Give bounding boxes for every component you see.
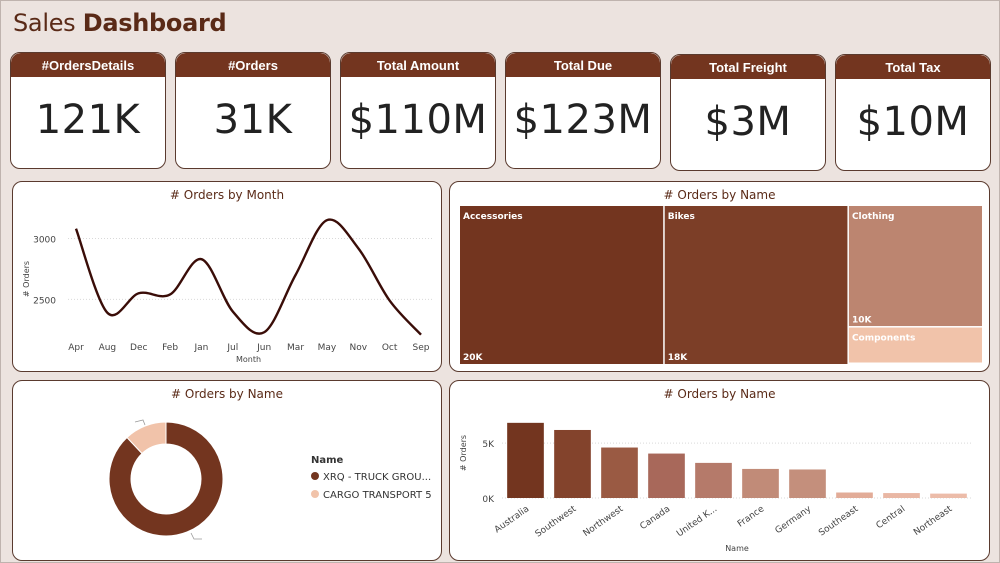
series-line [74,218,422,336]
line-chart-panel[interactable]: # Orders by Month 2500 3000 # Orders Apr Aug… [12,181,442,372]
bar [648,453,685,498]
x-tick-label: Canada [638,504,672,532]
kpi-card-total-freight[interactable]: Total Freight $3M [670,54,826,171]
x-tick-label: Southwest [534,504,579,540]
kpi-card-orders[interactable]: #Orders 31K [175,52,331,169]
treemap-chart[interactable]: Accessories 20K Bikes 18K Clothing 10K Compone… [450,182,989,371]
treemap-tile-name: Components [852,334,915,344]
kpi-card-total-amount[interactable]: Total Amount $110M [340,52,496,169]
page-title: Sales Dashboard [13,9,227,37]
bar-chart-title: # Orders by Name [663,387,776,401]
bar [695,462,732,498]
x-axis-label: Name [725,544,749,553]
x-axis-label: Month [236,355,261,364]
bar [742,468,779,498]
donut-title: # Orders by Name [171,387,283,401]
donut-slice [108,421,224,537]
treemap-tile-value: 18K [668,353,689,363]
line-chart[interactable]: 2500 3000 # Orders Apr Aug Dec Feb Jan Jul Jun Mar… [13,182,441,371]
x-tick-label: Aug [99,343,117,353]
title-bold: Dashboard [82,9,227,37]
donut-panel[interactable]: # Orders by Name Name XRQ - TRUCK GROU...… [12,380,442,561]
x-tick-label: Feb [162,343,178,353]
legend-item: CARGO TRANSPORT 5 [323,490,432,501]
legend-title: Name [311,455,344,466]
kpi-label: Total Amount [341,53,495,77]
treemap-tile-name: Clothing [852,212,895,222]
kpi-card-total-tax[interactable]: Total Tax $10M [835,54,991,171]
y-tick-label: 5K [482,440,495,450]
x-tick-label: France [736,504,767,530]
y-tick-label: 3000 [33,235,56,245]
treemap-tile [460,206,664,364]
x-tick-label: Germany [774,504,814,536]
kpi-value: 121K [35,97,141,143]
x-tick-label: Mar [287,343,304,353]
kpi-value: $110M [348,97,488,143]
kpi-card-orders-details[interactable]: #OrdersDetails 121K [10,52,166,169]
bar-chart[interactable]: 0K 5K # Orders Australia Southwest Northwest C… [450,381,989,560]
y-axis-label: # Orders [459,435,468,471]
x-tick-label: May [318,343,337,353]
bar-chart-panel[interactable]: # Orders by Name 0K 5K # Orders Australia So… [449,380,990,561]
kpi-label: Total Due [506,53,660,77]
leader-line [134,419,146,426]
x-tick-label: Australia [493,504,531,535]
kpi-label: #OrdersDetails [11,53,165,77]
treemap-tile [848,206,982,327]
bar [836,492,873,498]
line-chart-title: # Orders by Month [169,188,285,202]
kpi-card-total-due[interactable]: Total Due $123M [505,52,661,169]
kpi-value: $10M [856,99,970,145]
x-tick-label: Jan [194,343,209,353]
x-tick-label: Southeast [817,504,860,539]
kpi-label: Total Freight [671,55,825,79]
x-tick-label: Sep [413,343,430,353]
bar [930,493,967,498]
bar [507,422,544,498]
treemap-tile [664,206,848,364]
donut-chart[interactable]: Name XRQ - TRUCK GROU... CARGO TRANSPORT 5 [13,381,441,560]
treemap-title: # Orders by Name [663,188,776,202]
x-tick-label: Oct [382,343,398,353]
legend-marker [311,472,319,480]
kpi-label: #Orders [176,53,330,77]
y-tick-label: 0K [482,495,495,505]
bar [789,469,826,498]
treemap-tile-name: Bikes [668,212,695,222]
x-tick-label: Central [875,504,908,531]
kpi-label: Total Tax [836,55,990,79]
legend-item: XRQ - TRUCK GROU... [323,472,431,483]
treemap-tile [848,327,982,363]
bar [601,447,638,498]
x-tick-label: Northwest [582,504,626,539]
treemap-tile-value: 20K [463,353,484,363]
title-prefix: Sales [13,9,76,37]
x-tick-label: Jun [256,343,271,353]
x-tick-label: Jul [226,343,238,353]
donut-slice [126,421,167,455]
bar [883,493,920,498]
leader-line [190,532,202,540]
x-tick-label: United K... [675,504,719,539]
x-tick-label: Nov [349,343,367,353]
kpi-value: 31K [213,97,293,143]
x-tick-label: Dec [130,343,147,353]
treemap-panel[interactable]: # Orders by Name Accessories 20K Bikes 18K C… [449,181,990,372]
treemap-tile-value: 10K [852,316,873,326]
y-tick-label: 2500 [33,296,56,306]
kpi-value: $123M [513,97,653,143]
kpi-value: $3M [704,99,792,145]
bar [554,429,591,498]
legend-marker [311,490,319,498]
x-tick-label: Apr [68,343,84,353]
y-axis-label: # Orders [22,261,31,297]
treemap-tile-name: Accessories [463,212,523,222]
x-tick-label: Northeast [912,504,955,538]
